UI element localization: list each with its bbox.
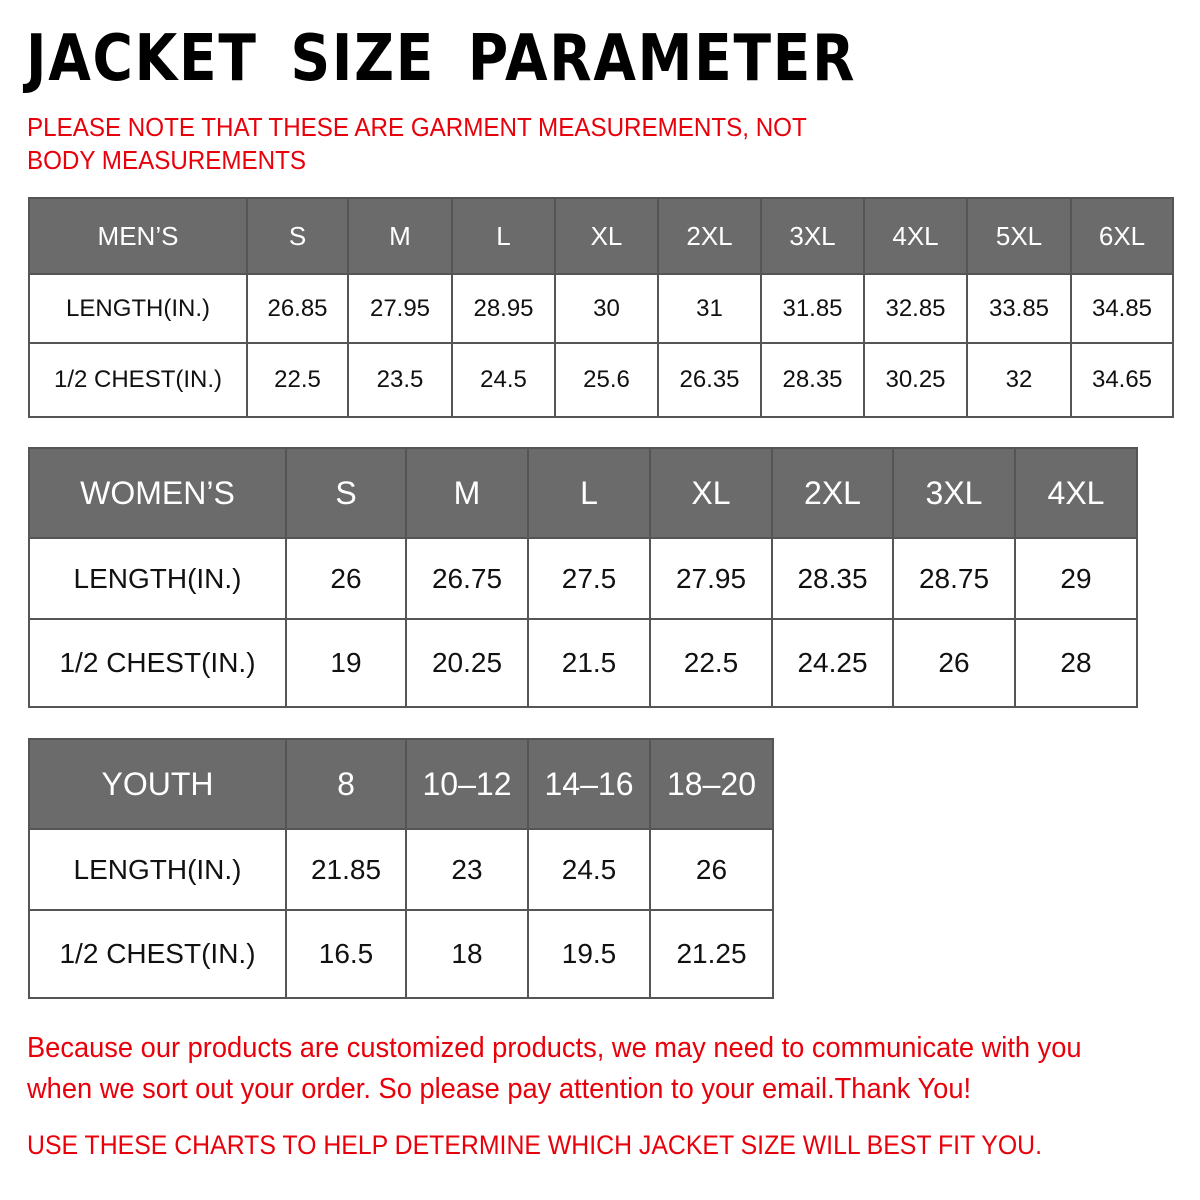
header-row: WOMEN’S S M L XL 2XL 3XL 4XL: [28, 447, 1138, 539]
size-header: XL: [649, 447, 773, 539]
measurement-cell: 22.5: [649, 618, 773, 708]
size-header: 2XL: [657, 197, 762, 275]
size-advice: USE THESE CHARTS TO HELP DETERMINE WHICH…: [27, 1130, 1042, 1160]
measurement-cell: 21.85: [285, 828, 407, 911]
measurement-cell: 34.65: [1070, 342, 1174, 418]
row-label: 1/2 CHEST(IN.): [28, 342, 248, 418]
measurement-cell: 30: [554, 273, 659, 344]
size-header: M: [405, 447, 529, 539]
row-label: 1/2 CHEST(IN.): [28, 909, 287, 999]
measurement-cell: 23.5: [347, 342, 453, 418]
measurement-cell: 30.25: [863, 342, 968, 418]
table-row: 1/2 CHEST(IN.) 19 20.25 21.5 22.5 24.25 26 28: [28, 618, 1138, 708]
size-header: 18–20: [649, 738, 774, 830]
measurement-cell: 24.5: [527, 828, 651, 911]
header-row: YOUTH 8 10–12 14–16 18–20: [28, 738, 774, 830]
size-header: S: [285, 447, 407, 539]
measurement-cell: 18: [405, 909, 529, 999]
measurement-cell: 26: [649, 828, 774, 911]
row-label: LENGTH(IN.): [28, 828, 287, 911]
size-header: 3XL: [892, 447, 1016, 539]
measurement-cell: 29: [1014, 537, 1138, 620]
header-row: MEN’S S M L XL 2XL 3XL 4XL 5XL 6XL: [28, 197, 1174, 275]
measurement-cell: 28.75: [892, 537, 1016, 620]
measurement-cell: 28.35: [771, 537, 894, 620]
measurement-cell: 31.85: [760, 273, 865, 344]
measurement-cell: 22.5: [246, 342, 349, 418]
measurement-cell: 26.35: [657, 342, 762, 418]
size-header: 5XL: [966, 197, 1072, 275]
size-header: 6XL: [1070, 197, 1174, 275]
measurement-cell: 26: [285, 537, 407, 620]
measurement-cell: 21.25: [649, 909, 774, 999]
table-row: 1/2 CHEST(IN.) 22.5 23.5 24.5 25.6 26.35 28.35…: [28, 342, 1174, 418]
measurement-cell: 20.25: [405, 618, 529, 708]
size-header: 8: [285, 738, 407, 830]
measurement-cell: 26: [892, 618, 1016, 708]
measurement-cell: 26.75: [405, 537, 529, 620]
measurement-cell: 32: [966, 342, 1072, 418]
size-header: L: [527, 447, 651, 539]
row-label: LENGTH(IN.): [28, 537, 287, 620]
table-row: LENGTH(IN.) 21.85 23 24.5 26: [28, 828, 774, 911]
measurement-cell: 31: [657, 273, 762, 344]
size-header: XL: [554, 197, 659, 275]
measurement-cell: 28.95: [451, 273, 556, 344]
customization-message: Because our products are customized prod…: [27, 1032, 1082, 1105]
womens-size-table: WOMEN’S S M L XL 2XL 3XL 4XL LENGTH(IN.) 26 26.75 2…: [28, 447, 1138, 708]
measurement-cell: 23: [405, 828, 529, 911]
measurement-cell: 19: [285, 618, 407, 708]
measurement-cell: 24.25: [771, 618, 894, 708]
table-row: 1/2 CHEST(IN.) 16.5 18 19.5 21.25: [28, 909, 774, 999]
size-header: 10–12: [405, 738, 529, 830]
size-header: 3XL: [760, 197, 865, 275]
category-header: MEN’S: [28, 197, 248, 275]
mens-size-table: MEN’S S M L XL 2XL 3XL 4XL 5XL 6XL LENGTH(IN.) 26.8…: [28, 197, 1174, 418]
measurement-cell: 24.5: [451, 342, 556, 418]
size-header: M: [347, 197, 453, 275]
row-label: LENGTH(IN.): [28, 273, 248, 344]
measurement-cell: 34.85: [1070, 273, 1174, 344]
size-header: 14–16: [527, 738, 651, 830]
measurement-cell: 26.85: [246, 273, 349, 344]
measurement-cell: 27.95: [347, 273, 453, 344]
row-label: 1/2 CHEST(IN.): [28, 618, 287, 708]
measurement-cell: 16.5: [285, 909, 407, 999]
measurement-cell: 32.85: [863, 273, 968, 344]
category-header: YOUTH: [28, 738, 287, 830]
table-row: LENGTH(IN.) 26.85 27.95 28.95 30 31 31.85 32.85…: [28, 273, 1174, 344]
measurement-cell: 27.95: [649, 537, 773, 620]
measurement-cell: 28: [1014, 618, 1138, 708]
table-row: LENGTH(IN.) 26 26.75 27.5 27.95 28.35 28.75 29: [28, 537, 1138, 620]
size-header: S: [246, 197, 349, 275]
measurement-cell: 19.5: [527, 909, 651, 999]
measurement-cell: 21.5: [527, 618, 651, 708]
category-header: WOMEN’S: [28, 447, 287, 539]
measurement-cell: 25.6: [554, 342, 659, 418]
measurement-cell: 33.85: [966, 273, 1072, 344]
measurement-cell: 28.35: [760, 342, 865, 418]
size-header: 2XL: [771, 447, 894, 539]
measurement-note: PLEASE NOTE THAT THESE ARE GARMENT MEASU…: [27, 112, 807, 175]
measurement-cell: 27.5: [527, 537, 651, 620]
youth-size-table: YOUTH 8 10–12 14–16 18–20 LENGTH(IN.) 21.85 23 2…: [28, 738, 774, 999]
size-header: L: [451, 197, 556, 275]
page-title: JACKET SIZE PARAMETER: [26, 22, 857, 96]
size-header: 4XL: [1014, 447, 1138, 539]
size-header: 4XL: [863, 197, 968, 275]
